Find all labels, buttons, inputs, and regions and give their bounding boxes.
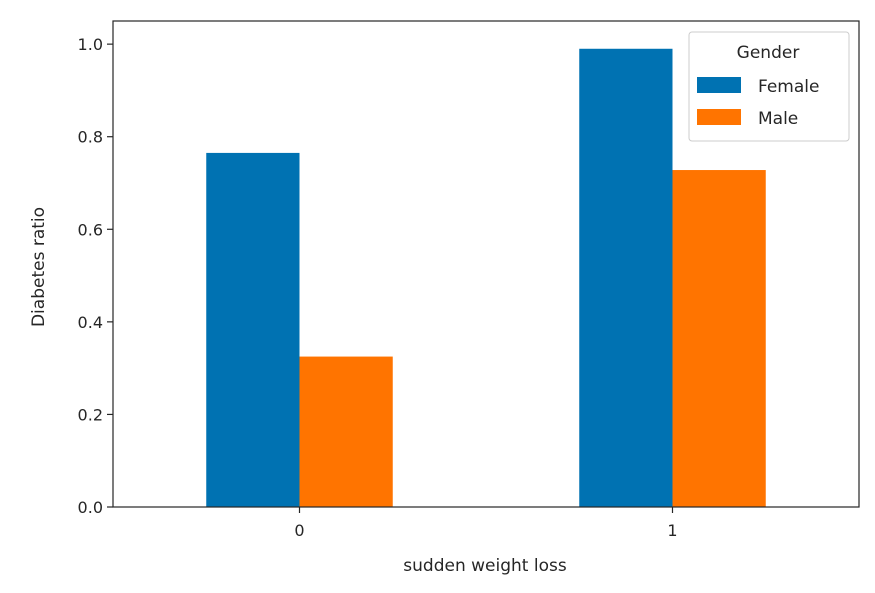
bar-female-1 (579, 48, 673, 508)
y-tick-label: 0.0 (78, 498, 103, 517)
bar-male-1 (672, 170, 766, 508)
y-tick-label: 0.8 (78, 128, 103, 147)
legend-label-female: Female (758, 77, 819, 97)
bars-layer (206, 48, 766, 508)
y-tick-label: 0.6 (78, 220, 103, 239)
x-tick-label: 0 (294, 521, 304, 540)
y-tick-label: 0.4 (78, 313, 103, 332)
plot-frame (112, 20, 860, 508)
axes-layer: 0.0 0.2 0.4 0.6 0.8 1.0 0 1 (78, 20, 860, 540)
bar-male-0 (299, 356, 393, 507)
legend-swatch-male (697, 109, 741, 125)
x-tick-label: 1 (667, 521, 677, 540)
bar-female-0 (206, 152, 300, 507)
legend-title: Gender (737, 43, 800, 63)
legend-label-male: Male (758, 109, 798, 129)
legend-swatch-female (697, 77, 741, 93)
legend: Gender Female Male (688, 31, 850, 142)
y-axis-label: Diabetes ratio (29, 207, 49, 327)
x-axis-label: sudden weight loss (403, 556, 567, 576)
y-tick-label: 1.0 (78, 35, 103, 54)
y-tick-label: 0.2 (78, 405, 103, 424)
